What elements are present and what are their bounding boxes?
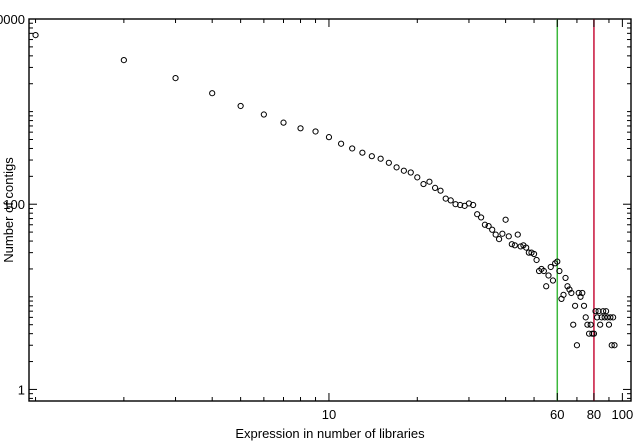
data-point	[502, 216, 509, 223]
data-point	[426, 178, 433, 185]
data-point	[554, 258, 561, 265]
data-points	[32, 32, 618, 349]
data-point	[172, 75, 179, 82]
x-tick-label: 80	[587, 407, 601, 422]
data-point	[568, 289, 575, 297]
data-point	[605, 321, 613, 328]
data-point	[587, 321, 594, 328]
data-point	[566, 286, 573, 293]
data-point	[577, 293, 584, 300]
data-point	[485, 223, 492, 230]
data-point	[571, 302, 579, 309]
data-point	[580, 302, 588, 309]
x-tick-label: 100	[612, 407, 634, 422]
data-point	[597, 321, 604, 328]
data-point	[499, 230, 506, 237]
data-point	[595, 308, 602, 315]
data-point	[481, 221, 488, 228]
data-point	[564, 283, 571, 290]
data-point	[414, 174, 421, 181]
plot-frame	[28, 18, 632, 402]
data-point	[420, 180, 427, 188]
data-point	[32, 32, 39, 39]
data-point	[260, 111, 267, 118]
data-point	[432, 184, 439, 192]
data-point	[120, 56, 127, 64]
data-point	[573, 342, 581, 349]
data-point	[570, 321, 577, 328]
data-point	[533, 256, 540, 264]
data-point	[601, 314, 608, 321]
data-point	[368, 153, 375, 160]
x-tick-label: 60	[550, 407, 564, 422]
data-point	[237, 102, 244, 110]
data-point	[543, 283, 550, 290]
data-point	[407, 169, 414, 176]
data-point	[442, 195, 449, 202]
data-point	[593, 314, 601, 321]
x-axis-label: Expression in number of libraries	[235, 426, 425, 441]
data-point	[598, 314, 605, 321]
data-point	[400, 167, 407, 174]
data-point	[280, 119, 287, 126]
data-point	[556, 267, 563, 275]
y-axis-label: Number of contigs	[1, 157, 16, 263]
data-point	[474, 211, 481, 218]
data-point	[385, 159, 392, 166]
data-point	[359, 149, 366, 156]
data-point	[592, 308, 599, 315]
data-point	[349, 145, 356, 152]
y-tick-label: 1	[18, 382, 25, 397]
data-point	[560, 291, 567, 298]
data-point	[447, 197, 454, 204]
data-point	[514, 231, 521, 238]
data-point	[600, 308, 607, 315]
y-tick-label: 100	[3, 197, 25, 212]
data-point	[607, 314, 614, 321]
data-point	[517, 243, 524, 250]
data-point	[582, 314, 589, 321]
reference-lines	[556, 19, 595, 401]
data-point	[523, 244, 530, 251]
axis-ticks	[29, 18, 631, 401]
data-point	[547, 263, 554, 271]
data-point	[508, 241, 515, 248]
data-point	[377, 155, 384, 162]
data-point	[457, 201, 464, 209]
data-point	[511, 242, 518, 249]
data-point	[575, 289, 582, 297]
data-point	[610, 314, 617, 321]
data-point	[540, 267, 547, 275]
data-point	[492, 231, 499, 238]
data-point	[338, 140, 345, 147]
data-point	[545, 272, 552, 279]
data-point	[495, 236, 503, 243]
data-point	[489, 226, 496, 233]
data-point	[325, 134, 333, 141]
data-point	[478, 214, 485, 221]
data-point	[608, 342, 615, 349]
data-point	[312, 128, 319, 135]
data-point	[579, 289, 586, 297]
data-point	[209, 90, 216, 97]
x-tick-label: 10	[322, 407, 336, 422]
data-point	[562, 274, 569, 282]
data-point	[530, 250, 538, 258]
data-point	[470, 201, 477, 209]
data-point	[584, 321, 591, 328]
data-point	[505, 233, 512, 240]
data-point	[437, 187, 444, 194]
data-point	[602, 308, 610, 315]
data-point	[611, 342, 618, 349]
data-point	[393, 164, 400, 171]
data-point	[590, 330, 598, 337]
data-point	[297, 125, 304, 132]
data-point	[549, 277, 557, 284]
